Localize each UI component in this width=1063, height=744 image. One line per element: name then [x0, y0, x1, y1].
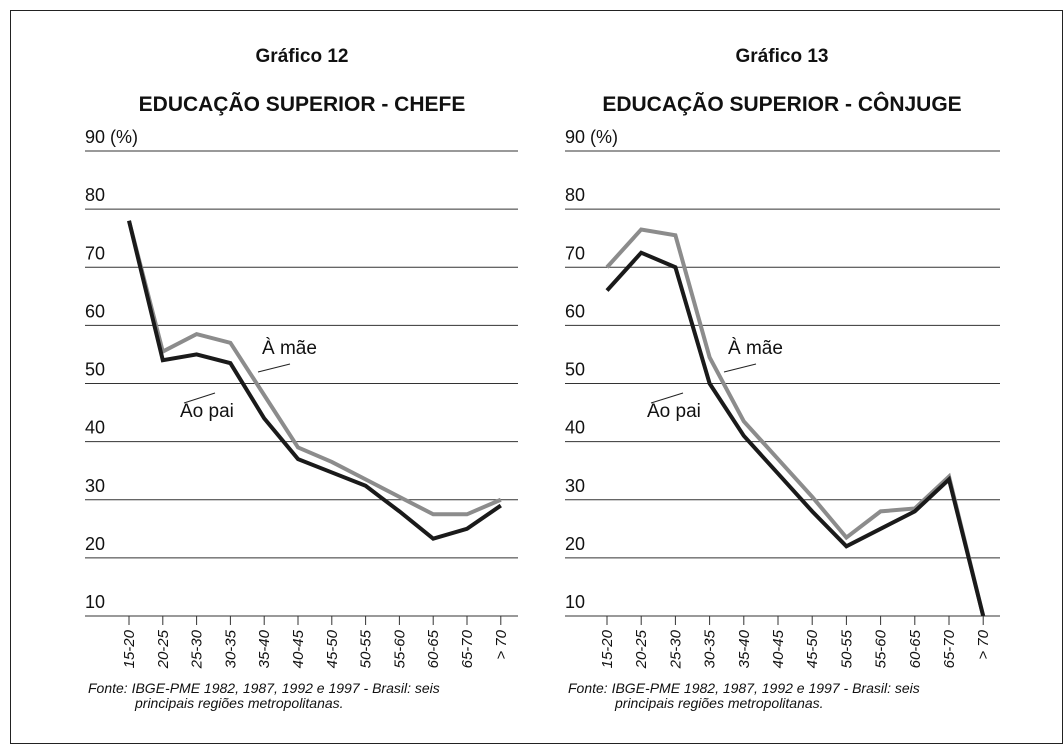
- y-tick-label: 90 (%): [85, 127, 138, 147]
- series-label: À mãe: [262, 338, 317, 359]
- x-tick-label: 20-25: [633, 629, 650, 669]
- y-tick-label: 30: [85, 476, 105, 496]
- x-tick-label: 55-60: [873, 629, 890, 668]
- x-tick-label: 45-50: [804, 629, 821, 668]
- leader-line: [257, 363, 291, 373]
- source-note: principais regiões metropolitanas.: [614, 695, 824, 711]
- x-tick-label: 35-40: [736, 629, 753, 668]
- x-tick-label: 65-70: [459, 629, 476, 668]
- x-tick-label: 65-70: [941, 629, 958, 668]
- x-tick-label: 30-35: [222, 629, 239, 668]
- x-tick-label: 20-25: [155, 629, 172, 669]
- leader-line: [650, 392, 684, 404]
- x-tick-label: > 70: [975, 629, 992, 659]
- y-tick-label: 30: [565, 476, 585, 496]
- y-tick-label: 80: [565, 185, 585, 205]
- series-label: Ao pai: [180, 401, 234, 422]
- y-tick-label: 40: [85, 418, 105, 438]
- y-tick-label: 70: [565, 243, 585, 263]
- x-tick-label: 50-55: [838, 629, 855, 668]
- x-tick-label: > 70: [493, 629, 510, 659]
- series-label: Ao pai: [647, 401, 701, 422]
- y-tick-label: 70: [85, 243, 105, 263]
- y-tick-label: 40: [565, 418, 585, 438]
- y-tick-label: 90 (%): [565, 127, 618, 147]
- y-tick-label: 80: [85, 185, 105, 205]
- x-tick-label: 60-65: [425, 629, 442, 668]
- y-tick-label: 10: [85, 592, 105, 612]
- series-line: [605, 227, 986, 617]
- source-note: Fonte: IBGE-PME 1982, 1987, 1992 e 1997 …: [568, 680, 920, 696]
- x-tick-label: 15-20: [599, 629, 616, 668]
- chart-subtitle: EDUCAÇÃO SUPERIOR - CÔNJUGE: [602, 92, 961, 116]
- y-tick-label: 20: [565, 534, 585, 554]
- chart-title: Gráfico 12: [256, 46, 349, 67]
- x-tick-label: 40-45: [770, 629, 787, 668]
- series-line: [605, 250, 986, 617]
- leader-line: [723, 363, 757, 373]
- y-tick-label: 60: [85, 301, 105, 321]
- x-tick-label: 50-55: [358, 629, 375, 668]
- y-tick-label: 50: [85, 360, 105, 380]
- y-tick-label: 50: [565, 360, 585, 380]
- x-tick-label: 25-30: [667, 629, 684, 669]
- x-tick-label: 30-35: [702, 629, 719, 668]
- x-tick-label: 35-40: [256, 629, 273, 668]
- x-tick-label: 60-65: [907, 629, 924, 668]
- source-note: Fonte: IBGE-PME 1982, 1987, 1992 e 1997 …: [88, 680, 440, 696]
- series-label: À mãe: [728, 338, 783, 359]
- x-tick-label: 15-20: [121, 629, 138, 668]
- series-line: [127, 220, 502, 517]
- x-tick-label: 25-30: [189, 629, 206, 669]
- x-tick-label: 40-45: [290, 629, 307, 668]
- y-tick-label: 20: [85, 534, 105, 554]
- source-note: principais regiões metropolitanas.: [134, 695, 344, 711]
- series-line: [127, 220, 502, 541]
- leader-line: [183, 392, 216, 404]
- x-tick-label: 55-60: [391, 629, 408, 668]
- chart-subtitle: EDUCAÇÃO SUPERIOR - CHEFE: [139, 93, 466, 116]
- chart-title: Gráfico 13: [736, 46, 829, 67]
- x-tick-label: 45-50: [324, 629, 341, 668]
- y-tick-label: 60: [565, 301, 585, 321]
- y-tick-label: 10: [565, 592, 585, 612]
